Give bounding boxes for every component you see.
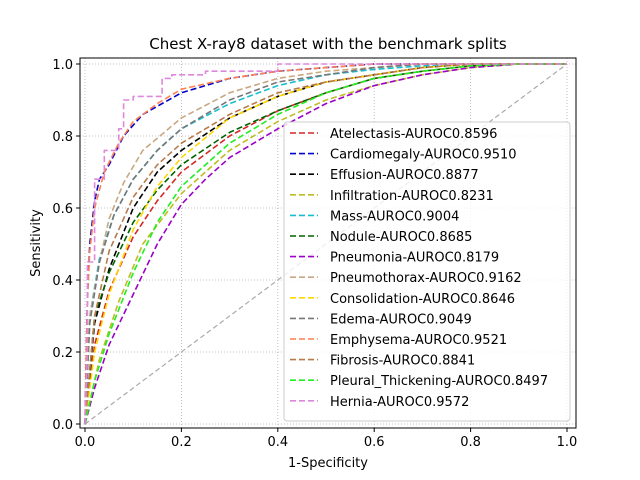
series-line-11 xyxy=(84,63,567,425)
series-line-13 xyxy=(84,63,567,425)
legend-label: Infiltration-AUROC0.8231 xyxy=(330,189,494,204)
y-tick-label: 0.6 xyxy=(52,202,73,217)
series-line-6 xyxy=(84,63,567,425)
legend-label: Nodule-AUROC0.8685 xyxy=(330,230,472,245)
chart-title: Chest X-ray8 dataset with the benchmark … xyxy=(149,35,507,53)
legend-items: Atelectasis-AUROC0.8596 Cardiomegaly-AURO… xyxy=(290,127,548,410)
legend-label: Cardiomegaly-AUROC0.9510 xyxy=(330,148,517,163)
x-tick-label: 0.4 xyxy=(267,435,288,450)
legend-label: Atelectasis-AUROC0.8596 xyxy=(330,127,497,142)
legend-label: Mass-AUROC0.9004 xyxy=(330,209,459,224)
legend-label: Edema-AUROC0.9049 xyxy=(330,312,472,327)
y-tick-label: 0.4 xyxy=(52,274,73,289)
legend-label: Fibrosis-AUROC0.8841 xyxy=(330,354,475,369)
legend-label: Emphysema-AUROC0.9521 xyxy=(330,333,507,348)
series-layer xyxy=(84,63,567,425)
y-axis-label: Sensitivity xyxy=(29,209,44,277)
y-tick-label: 0.2 xyxy=(52,346,73,361)
y-tick-label: 1.0 xyxy=(52,58,73,73)
x-axis-ticks: 0.0 0.2 0.4 0.6 0.8 1.0 xyxy=(75,428,578,450)
x-tick-label: 0.8 xyxy=(460,435,481,450)
legend-label: Pneumothorax-AUROC0.9162 xyxy=(330,271,522,286)
legend-box xyxy=(283,121,571,422)
legend-label: Pleural_Thickening-AUROC0.8497 xyxy=(330,374,548,389)
x-tick-label: 0.2 xyxy=(171,435,192,450)
legend-label: Effusion-AUROC0.8877 xyxy=(330,168,479,183)
legend-label: Consolidation-AUROC0.8646 xyxy=(330,292,515,307)
series-line-3 xyxy=(84,63,567,425)
legend: Atelectasis-AUROC0.8596 Cardiomegaly-AURO… xyxy=(283,121,571,422)
legend-label: Hernia-AUROC0.9572 xyxy=(330,395,469,410)
y-tick-label: 0.8 xyxy=(52,130,73,145)
x-tick-label: 1.0 xyxy=(557,435,578,450)
series-line-12 xyxy=(84,63,567,425)
x-axis-label: 1-Specificity xyxy=(288,456,368,471)
y-axis-ticks: 0.0 0.2 0.4 0.6 0.8 1.0 xyxy=(52,58,80,433)
y-tick-label: 0.0 xyxy=(52,418,73,433)
x-tick-label: 0.6 xyxy=(364,435,385,450)
x-tick-label: 0.0 xyxy=(75,435,96,450)
legend-label: Pneumonia-AUROC0.8179 xyxy=(330,251,499,266)
plot-frame xyxy=(79,57,577,429)
